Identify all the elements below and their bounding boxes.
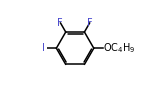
Text: I: I <box>42 43 45 53</box>
Text: OC$_4$H$_9$: OC$_4$H$_9$ <box>103 41 135 55</box>
Text: F: F <box>87 18 93 28</box>
Text: F: F <box>57 18 63 28</box>
